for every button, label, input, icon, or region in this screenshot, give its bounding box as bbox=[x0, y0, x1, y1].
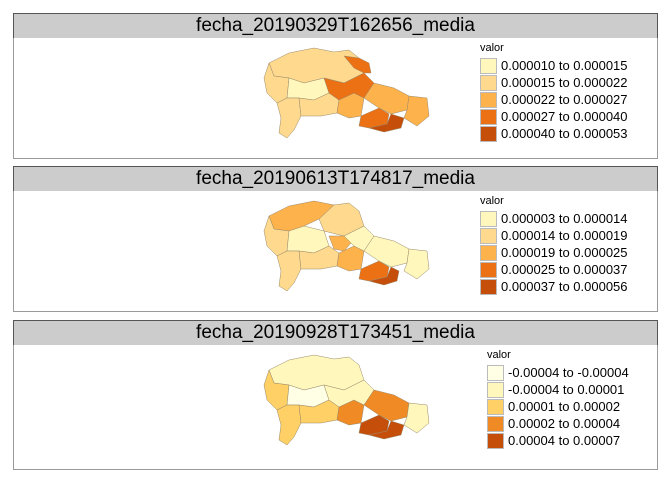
choropleth-map bbox=[263, 47, 430, 139]
province-region bbox=[403, 248, 430, 280]
legend-swatch bbox=[487, 415, 504, 432]
choropleth-map bbox=[263, 354, 430, 446]
legend-label: 0.000015 to 0.000022 bbox=[501, 75, 628, 90]
legend-swatch bbox=[480, 108, 497, 125]
province-region bbox=[363, 389, 410, 422]
legend-swatch bbox=[480, 227, 497, 244]
legend-label: -0.00004 to 0.00001 bbox=[508, 382, 625, 397]
legend-item: 0.000037 to 0.000056 bbox=[480, 278, 628, 295]
legend-label: 0.000014 to 0.000019 bbox=[501, 228, 628, 243]
legend-label: 0.000037 to 0.000056 bbox=[501, 279, 628, 294]
legend-item: 0.00002 to 0.00004 bbox=[487, 415, 629, 432]
legend-label: 0.00004 to 0.00007 bbox=[508, 433, 621, 448]
map-frame: valor 0.000010 to 0.000015 0.000015 to 0… bbox=[13, 38, 658, 159]
legend: valor -0.00004 to -0.00004 -0.00004 to 0… bbox=[487, 349, 629, 449]
legend-label: 0.00001 to 0.00002 bbox=[508, 399, 621, 414]
legend-label: -0.00004 to -0.00004 bbox=[508, 365, 629, 380]
legend-item: 0.00004 to 0.00007 bbox=[487, 432, 629, 449]
province-region bbox=[363, 235, 410, 268]
province-region bbox=[343, 55, 372, 74]
legend-label: 0.000019 to 0.000025 bbox=[501, 245, 628, 260]
panel-title: fecha_20190613T174817_media bbox=[13, 166, 658, 192]
legend-swatch bbox=[480, 125, 497, 142]
panel-title: fecha_20190928T173451_media bbox=[13, 320, 658, 346]
legend-item: 0.000019 to 0.000025 bbox=[480, 244, 628, 261]
province-region bbox=[328, 235, 352, 252]
legend-item: 0.000010 to 0.000015 bbox=[480, 57, 628, 74]
legend-swatch bbox=[480, 278, 497, 295]
legend-item: 0.00001 to 0.00002 bbox=[487, 398, 629, 415]
legend-label: 0.000025 to 0.000037 bbox=[501, 262, 628, 277]
province-region bbox=[363, 82, 410, 115]
panel-title: fecha_20190329T162656_media bbox=[13, 13, 658, 39]
legend-label: 0.000010 to 0.000015 bbox=[501, 58, 628, 73]
province-region bbox=[276, 250, 302, 292]
legend-swatch bbox=[480, 244, 497, 261]
legend-swatch bbox=[487, 398, 504, 415]
legend-label: 0.00002 to 0.00004 bbox=[508, 416, 621, 431]
choropleth-map bbox=[263, 200, 430, 292]
province-region bbox=[368, 266, 400, 286]
legend-swatch bbox=[487, 381, 504, 398]
legend-swatch bbox=[487, 364, 504, 381]
legend-swatch bbox=[480, 57, 497, 74]
legend-title: valor bbox=[487, 349, 511, 361]
legend-item: 0.000040 to 0.000053 bbox=[480, 125, 628, 142]
province-region bbox=[276, 404, 302, 446]
legend-swatch bbox=[480, 91, 497, 108]
legend-swatch bbox=[487, 432, 504, 449]
legend-swatch bbox=[480, 74, 497, 91]
province-region bbox=[403, 402, 430, 434]
legend-label: 0.000040 to 0.000053 bbox=[501, 126, 628, 141]
legend-item: 0.000015 to 0.000022 bbox=[480, 74, 628, 91]
map-frame: valor 0.000003 to 0.000014 0.000014 to 0… bbox=[13, 191, 658, 312]
map-frame: valor -0.00004 to -0.00004 -0.00004 to 0… bbox=[13, 345, 658, 470]
legend-title: valor bbox=[480, 195, 504, 207]
legend-item: 0.000025 to 0.000037 bbox=[480, 261, 628, 278]
legend-label: 0.000022 to 0.000027 bbox=[501, 92, 628, 107]
legend-title: valor bbox=[480, 42, 504, 54]
legend-item: -0.00004 to -0.00004 bbox=[487, 364, 629, 381]
legend-item: -0.00004 to 0.00001 bbox=[487, 381, 629, 398]
legend-label: 0.000027 to 0.000040 bbox=[501, 109, 628, 124]
legend-swatch bbox=[480, 210, 497, 227]
legend-item: 0.000003 to 0.000014 bbox=[480, 210, 628, 227]
legend: valor 0.000003 to 0.000014 0.000014 to 0… bbox=[480, 195, 628, 295]
province-region bbox=[403, 95, 430, 127]
legend-item: 0.000027 to 0.000040 bbox=[480, 108, 628, 125]
legend-swatch bbox=[480, 261, 497, 278]
legend-item: 0.000022 to 0.000027 bbox=[480, 91, 628, 108]
legend-item: 0.000014 to 0.000019 bbox=[480, 227, 628, 244]
province-region bbox=[276, 97, 302, 139]
legend-label: 0.000003 to 0.000014 bbox=[501, 211, 628, 226]
legend: valor 0.000010 to 0.000015 0.000015 to 0… bbox=[480, 42, 628, 142]
